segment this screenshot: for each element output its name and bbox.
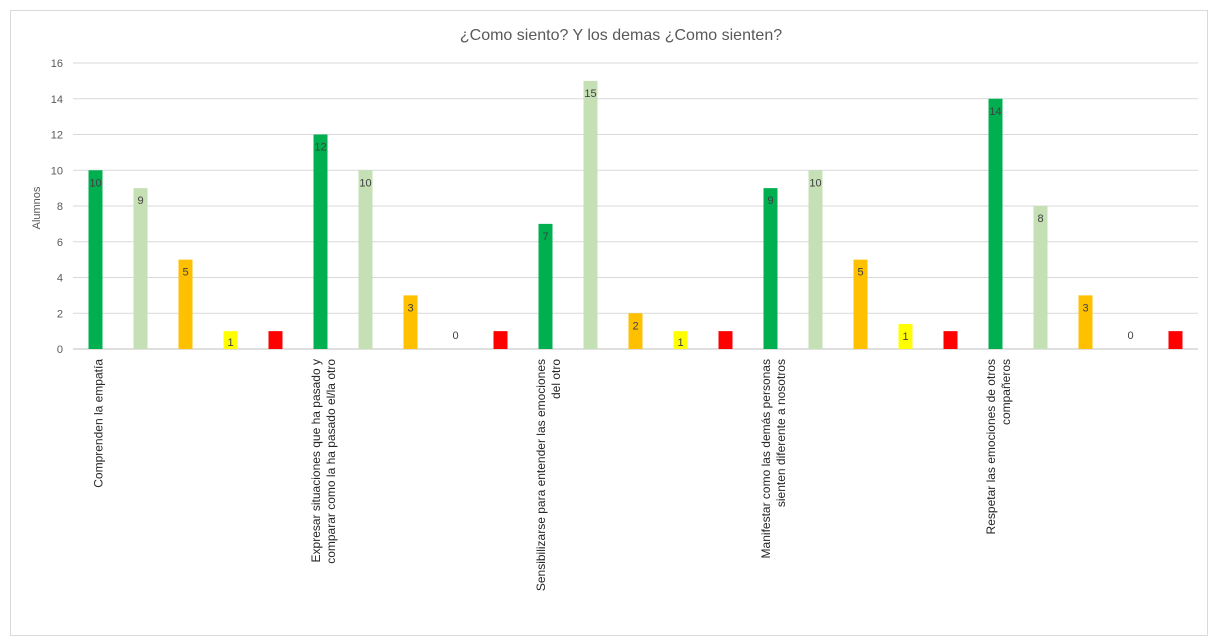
bar <box>898 323 913 349</box>
y-tick-label: 6 <box>57 237 63 249</box>
bar <box>88 170 103 349</box>
data-label: 9 <box>767 195 773 207</box>
y-tick-label: 10 <box>51 165 63 177</box>
category-label: Respetar las emociones de otros <box>984 359 998 534</box>
data-label: 7 <box>542 231 548 243</box>
y-tick-label: 12 <box>51 130 63 142</box>
category-labels: Comprenden la empatía Expresar situacione… <box>92 359 1014 591</box>
data-label: 8 <box>1037 213 1043 225</box>
y-tick-label: 2 <box>57 308 63 320</box>
bar <box>313 134 328 349</box>
bar <box>628 313 643 349</box>
data-labels: 10 9 5 1 12 10 3 0 7 15 2 1 9 10 5 1 14 8 3 0 <box>89 88 1133 349</box>
bar <box>358 170 373 349</box>
bar <box>673 331 688 349</box>
bar <box>493 331 508 349</box>
bar <box>538 223 553 349</box>
category-label: Expresar situaciones que ha pasado y <box>309 359 323 562</box>
bar <box>178 259 193 349</box>
data-label: 9 <box>137 195 143 207</box>
bar <box>583 80 598 349</box>
data-label: 1 <box>677 337 683 349</box>
bar <box>763 188 778 349</box>
y-tick-label: 16 <box>51 58 63 70</box>
bar <box>1033 206 1048 349</box>
category-label: sienten diferente a nosotros <box>774 359 788 507</box>
gridlines <box>73 62 1198 350</box>
y-tick-label: 0 <box>57 344 63 356</box>
y-tick-label: 14 <box>51 94 63 106</box>
bar <box>808 170 823 349</box>
y-tick-label: 8 <box>57 201 63 213</box>
data-label: 10 <box>809 177 821 189</box>
bar <box>853 259 868 349</box>
category-label: compañeros <box>999 359 1013 425</box>
bar <box>718 331 733 349</box>
bar <box>943 331 958 349</box>
data-label: 10 <box>89 177 101 189</box>
chart-frame: ¿Como siento? Y los demas ¿Como sienten?… <box>10 10 1208 636</box>
y-axis-ticks: 0 2 4 6 8 10 12 14 16 <box>51 58 63 356</box>
bar <box>133 188 148 349</box>
data-label: 3 <box>407 302 413 314</box>
data-label: 14 <box>989 106 1001 118</box>
y-axis-label: Alumnos <box>31 186 43 229</box>
bar <box>1168 331 1183 349</box>
category-label: Sensibilizarse para entender las emocion… <box>534 359 548 591</box>
data-label: 0 <box>1127 330 1133 342</box>
category-label: Manifestar como las demás personas <box>759 359 773 558</box>
data-label: 2 <box>632 320 638 332</box>
y-tick-label: 4 <box>57 273 63 285</box>
bar <box>1078 295 1093 349</box>
data-label: 5 <box>857 267 863 279</box>
data-label: 3 <box>1082 302 1088 314</box>
category-label: comparar como la ha pasado el/la otro <box>324 359 338 564</box>
category-label: del otro <box>549 359 563 399</box>
bar <box>268 331 283 349</box>
chart-svg: ¿Como siento? Y los demas ¿Como sienten?… <box>31 27 1198 591</box>
data-label: 12 <box>314 142 326 154</box>
bars <box>88 80 1183 349</box>
data-label: 5 <box>182 267 188 279</box>
bar <box>988 98 1003 349</box>
data-label: 0 <box>452 330 458 342</box>
data-label: 1 <box>227 337 233 349</box>
data-label: 10 <box>359 177 371 189</box>
bar <box>403 295 418 349</box>
bar <box>223 331 238 349</box>
data-label: 1 <box>902 331 908 343</box>
chart-title: ¿Como siento? Y los demas ¿Como sienten? <box>460 27 782 44</box>
category-label: Comprenden la empatía <box>92 359 106 488</box>
data-label: 15 <box>584 88 596 100</box>
